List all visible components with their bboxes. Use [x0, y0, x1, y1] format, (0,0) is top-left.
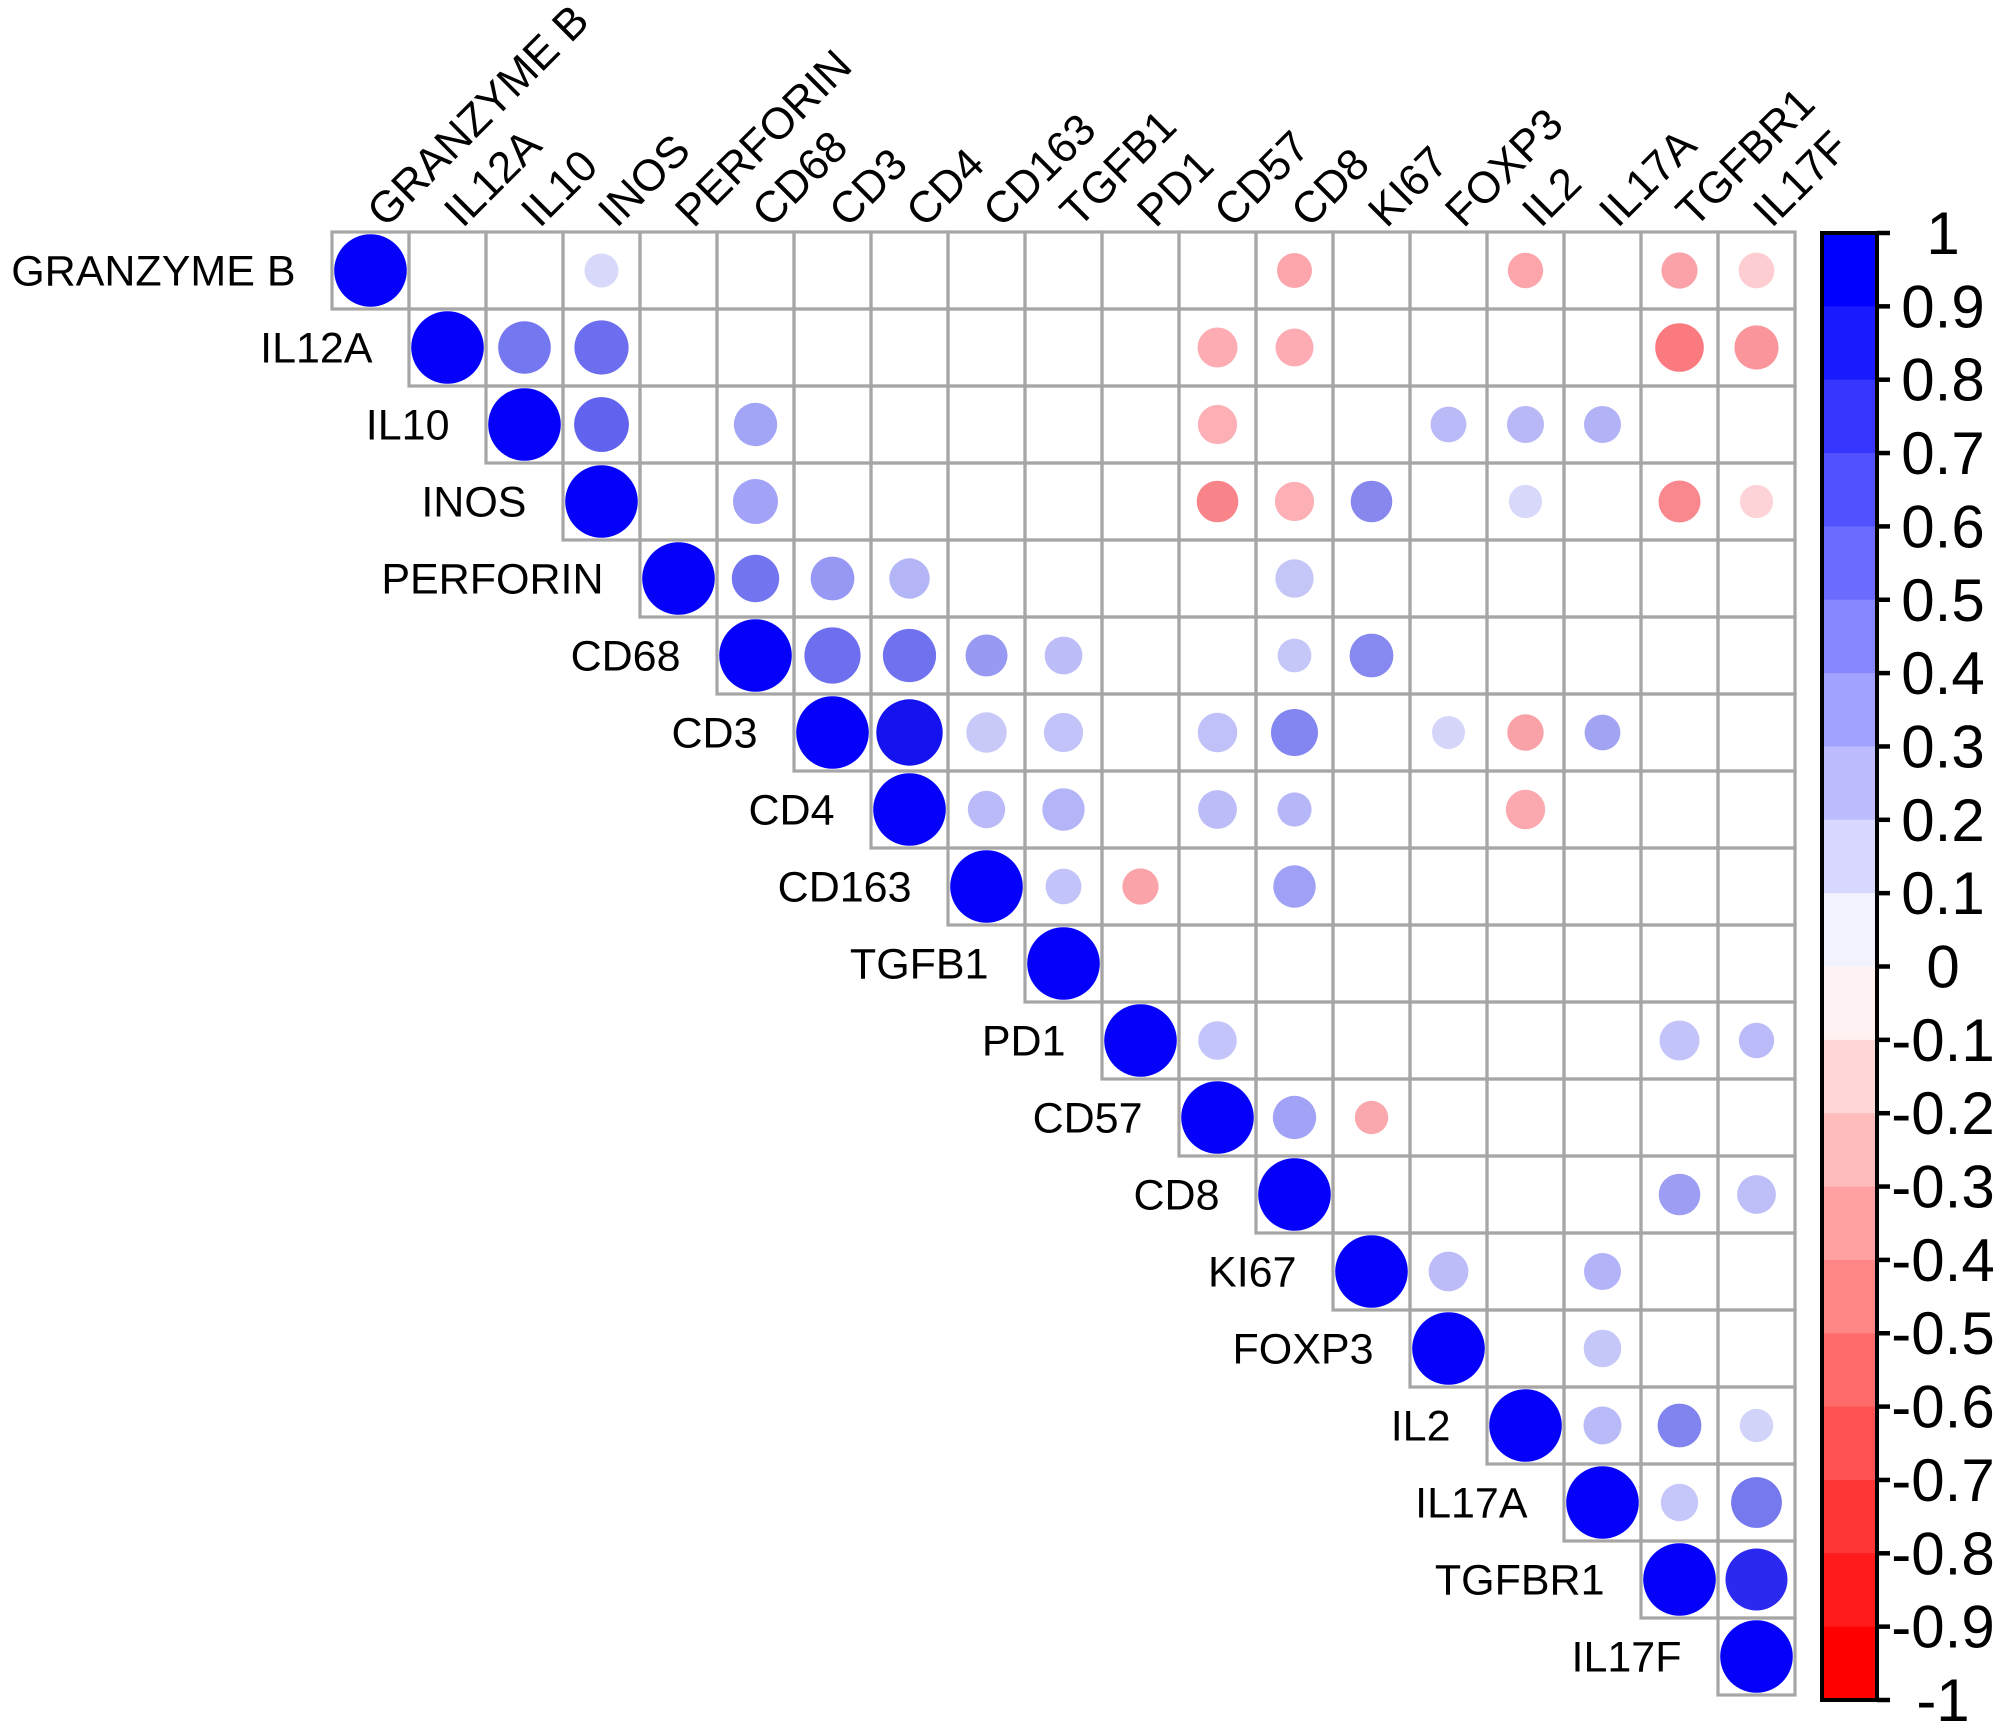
svg-text:-0.9: -0.9 [1891, 1594, 1994, 1661]
svg-text:-0.3: -0.3 [1891, 1154, 1994, 1221]
svg-text:1: 1 [1926, 200, 1959, 267]
svg-text:IL17A: IL17A [1415, 1480, 1528, 1528]
svg-text:CD3: CD3 [671, 710, 757, 758]
svg-text:CD163: CD163 [778, 864, 912, 912]
svg-text:TGFBR1: TGFBR1 [1435, 1557, 1605, 1605]
svg-text:GRANZYME B: GRANZYME B [11, 248, 295, 296]
svg-text:IL2: IL2 [1391, 1403, 1451, 1451]
svg-text:CD8: CD8 [1133, 1172, 1219, 1220]
svg-text:CD4: CD4 [748, 787, 834, 835]
svg-text:CD57: CD57 [1033, 1095, 1143, 1143]
svg-text:KI67: KI67 [1208, 1249, 1296, 1297]
svg-text:-0.1: -0.1 [1891, 1007, 1994, 1074]
svg-text:0.8: 0.8 [1901, 347, 1984, 414]
svg-text:0.5: 0.5 [1901, 567, 1984, 634]
svg-text:0.3: 0.3 [1901, 714, 1984, 781]
svg-text:0.9: 0.9 [1901, 273, 1984, 340]
svg-text:0: 0 [1926, 934, 1959, 1001]
svg-text:0.7: 0.7 [1901, 420, 1984, 487]
svg-text:0.1: 0.1 [1901, 860, 1984, 927]
svg-text:CD68: CD68 [571, 633, 681, 681]
svg-text:INOS: INOS [421, 479, 526, 527]
svg-text:PD1: PD1 [982, 1018, 1066, 1066]
svg-text:-0.6: -0.6 [1891, 1374, 1994, 1441]
svg-text:-0.2: -0.2 [1891, 1080, 1994, 1147]
svg-text:-0.7: -0.7 [1891, 1447, 1994, 1514]
svg-text:-0.5: -0.5 [1891, 1300, 1994, 1367]
svg-text:TGFB1: TGFB1 [850, 941, 989, 989]
svg-text:-0.4: -0.4 [1891, 1227, 1994, 1294]
svg-text:-1: -1 [1916, 1667, 1969, 1728]
svg-text:IL12A: IL12A [260, 325, 373, 373]
svg-text:PERFORIN: PERFORIN [381, 556, 603, 604]
svg-text:IL10: IL10 [366, 402, 450, 450]
svg-text:-0.8: -0.8 [1891, 1520, 1994, 1587]
svg-text:0.6: 0.6 [1901, 493, 1984, 560]
svg-text:0.2: 0.2 [1901, 787, 1984, 854]
svg-text:IL17F: IL17F [1572, 1634, 1682, 1682]
svg-text:0.4: 0.4 [1901, 640, 1984, 707]
svg-text:FOXP3: FOXP3 [1233, 1326, 1374, 1374]
